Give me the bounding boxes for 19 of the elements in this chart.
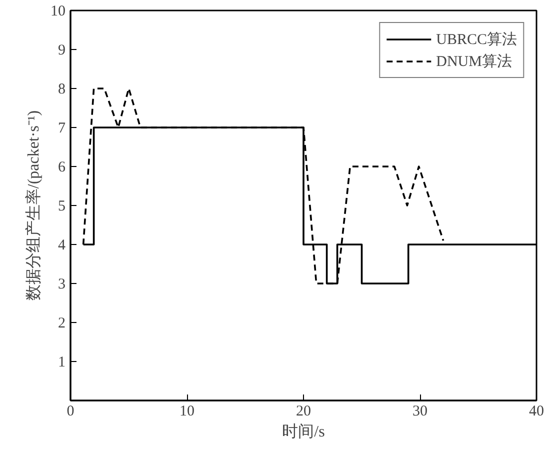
x-tick-label: 20 — [296, 404, 311, 420]
y-tick-label: 7 — [58, 120, 66, 136]
x-axis-title: 时间/s — [282, 422, 325, 440]
y-tick-label: 3 — [58, 276, 66, 292]
x-tick-label: 0 — [66, 404, 74, 420]
y-tick-label: 6 — [58, 160, 66, 176]
legend-label: DNUM算法 — [436, 52, 512, 70]
x-tick-label: 40 — [529, 404, 544, 420]
y-tick-label: 5 — [58, 198, 66, 214]
legend-label: UBRCC算法 — [436, 30, 517, 48]
y-tick-label: 9 — [58, 42, 66, 58]
y-tick-label: 2 — [58, 316, 66, 332]
y-tick-label: 8 — [58, 82, 66, 98]
x-tick-label: 10 — [180, 404, 194, 420]
y-tick-label: 10 — [50, 4, 66, 20]
y-tick-label: 4 — [58, 238, 66, 254]
y-axis-title: 数据分组产生率/(packet·s⁻¹) — [24, 110, 42, 301]
x-tick-label: 30 — [412, 404, 428, 420]
y-tick-label: 1 — [58, 354, 66, 370]
